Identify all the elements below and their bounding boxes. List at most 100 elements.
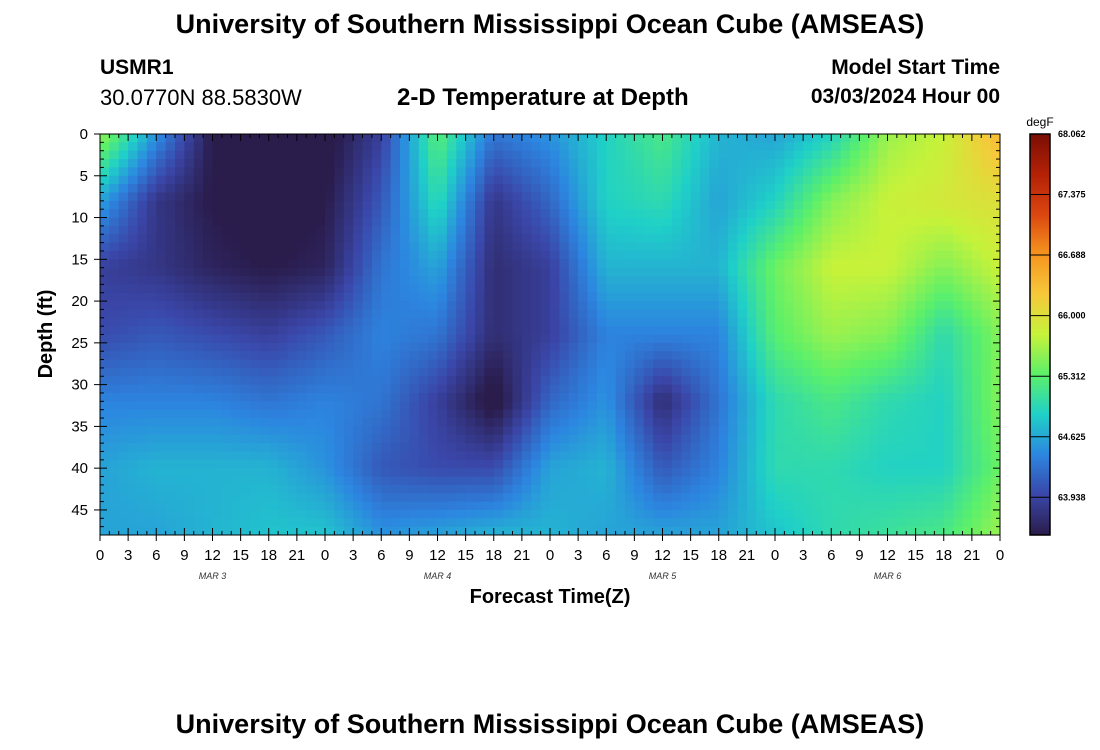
heatmap-cell <box>128 134 139 143</box>
heatmap-cell <box>428 434 439 444</box>
heatmap-cell <box>568 242 579 252</box>
heatmap-cell <box>925 501 935 511</box>
heatmap-cell <box>990 426 1000 436</box>
heatmap-cell <box>700 401 710 411</box>
heatmap-cell <box>521 526 532 535</box>
heatmap-cell <box>315 418 326 427</box>
heatmap-cell <box>146 459 157 469</box>
heatmap-cell <box>371 526 382 535</box>
heatmap-cell <box>606 242 617 252</box>
heatmap-cell <box>981 351 992 361</box>
heatmap-cell <box>681 159 692 169</box>
heatmap-cell <box>840 476 851 486</box>
heatmap-cell <box>409 426 420 436</box>
heatmap-cell <box>437 459 448 469</box>
heatmap-cell <box>531 150 542 160</box>
heatmap-cell <box>287 276 298 285</box>
heatmap-cell <box>118 518 129 528</box>
heatmap-cell <box>803 142 814 152</box>
heatmap-cell <box>690 301 701 311</box>
heatmap-cell <box>587 426 598 436</box>
heatmap-cell <box>943 234 954 244</box>
heatmap-cell <box>840 276 851 285</box>
heatmap-cell <box>268 234 279 244</box>
heatmap-cell <box>240 225 251 235</box>
heatmap-cell <box>915 493 926 503</box>
heatmap-cell <box>381 134 392 143</box>
heatmap-cell <box>475 434 485 444</box>
heatmap-cell <box>990 451 1000 461</box>
heatmap-cell <box>793 292 804 302</box>
heatmap-cell <box>681 392 692 402</box>
heatmap-cell <box>953 150 964 160</box>
heatmap-cell <box>906 426 917 436</box>
x-tick-label: 0 <box>96 547 104 564</box>
heatmap-cell <box>400 434 410 444</box>
heatmap-cell <box>521 326 532 336</box>
heatmap-cell <box>859 317 870 327</box>
heatmap-cell <box>334 209 345 219</box>
heatmap-cell <box>775 459 785 469</box>
heatmap-cell <box>203 309 214 319</box>
heatmap-cell <box>606 250 617 260</box>
heatmap-cell <box>315 443 326 453</box>
heatmap-cell <box>334 342 345 352</box>
heatmap-cell <box>587 317 598 327</box>
heatmap-cell <box>540 409 551 419</box>
heatmap-cell <box>306 200 317 210</box>
heatmap-cell <box>728 434 739 444</box>
heatmap-cell <box>193 200 204 210</box>
heatmap-cell <box>653 451 664 461</box>
heatmap-cell <box>137 484 148 494</box>
heatmap-cell <box>681 384 692 394</box>
heatmap-cell <box>625 301 635 311</box>
heatmap-cell <box>100 351 110 361</box>
heatmap-cell <box>981 317 992 327</box>
heatmap-cell <box>137 459 148 469</box>
heatmap-cell <box>868 484 879 494</box>
heatmap-cell <box>353 317 364 327</box>
heatmap-cell <box>690 409 701 419</box>
heatmap-cell <box>531 234 542 244</box>
heatmap-cell <box>296 409 307 419</box>
heatmap-cell <box>259 184 270 194</box>
heatmap-cell <box>118 259 129 269</box>
heatmap-cell <box>231 392 242 402</box>
heatmap-cell <box>906 334 917 344</box>
heatmap-cell <box>512 209 523 219</box>
heatmap-cell <box>409 175 420 185</box>
heatmap-cell <box>296 426 307 436</box>
heatmap-cell <box>868 376 879 386</box>
heatmap-cell <box>859 418 870 427</box>
heatmap-cell <box>390 418 401 427</box>
heatmap-cell <box>325 409 335 419</box>
heatmap-cell <box>878 342 889 352</box>
heatmap-cell <box>568 217 579 227</box>
heatmap-cell <box>943 267 954 277</box>
heatmap-cell <box>568 184 579 194</box>
heatmap-cell <box>653 200 664 210</box>
heatmap-cell <box>850 418 860 427</box>
heatmap-cell <box>437 509 448 519</box>
heatmap-cell <box>990 376 1000 386</box>
heatmap-cell <box>653 167 664 177</box>
heatmap-cell <box>456 217 467 227</box>
heatmap-cell <box>100 242 110 252</box>
heatmap-cell <box>887 284 898 294</box>
heatmap-cell <box>625 426 635 436</box>
heatmap-cell <box>475 209 485 219</box>
heatmap-cell <box>231 284 242 294</box>
heatmap-cell <box>250 276 260 285</box>
heatmap-cell <box>803 301 814 311</box>
heatmap-cell <box>278 334 289 344</box>
heatmap-cell <box>259 175 270 185</box>
heatmap-cell <box>850 459 860 469</box>
heatmap-cell <box>128 209 139 219</box>
heatmap-cell <box>596 200 607 210</box>
heatmap-cell <box>906 493 917 503</box>
heatmap-cell <box>287 526 298 535</box>
heatmap-cell <box>784 217 795 227</box>
heatmap-cell <box>587 418 598 427</box>
heatmap-cell <box>915 326 926 336</box>
heatmap-cell <box>128 234 139 244</box>
